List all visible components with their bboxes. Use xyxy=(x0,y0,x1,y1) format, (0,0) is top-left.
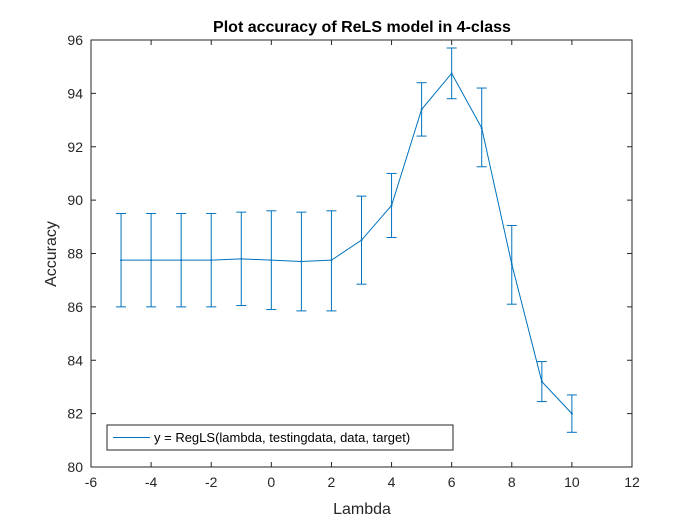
x-tick-label: -2 xyxy=(205,474,218,490)
y-tick-label: 90 xyxy=(67,192,83,208)
data-point xyxy=(510,263,513,266)
x-axis-label: Lambda xyxy=(333,501,391,518)
legend-entry-label: y = RegLS(lambda, testingdata, data, tar… xyxy=(154,430,410,445)
x-tick-label: 2 xyxy=(328,474,336,490)
data-point xyxy=(150,259,153,262)
data-point xyxy=(330,259,333,262)
data-point xyxy=(390,204,393,207)
x-tick-label: 12 xyxy=(624,474,640,490)
x-tick-label: 0 xyxy=(267,474,275,490)
data-point xyxy=(420,108,423,111)
y-tick-label: 80 xyxy=(67,459,83,475)
series-line xyxy=(121,72,573,414)
x-tick-label: -6 xyxy=(85,474,98,490)
x-tick-label: 6 xyxy=(448,474,456,490)
y-tick-label: 88 xyxy=(67,246,83,262)
y-tick-label: 96 xyxy=(67,32,83,48)
data-point xyxy=(480,127,483,130)
data-point xyxy=(120,259,123,262)
data-point xyxy=(540,380,543,383)
data-point xyxy=(570,412,573,415)
y-axis-label: Accuracy xyxy=(43,221,60,287)
data-point xyxy=(210,259,213,262)
data-point xyxy=(240,257,243,260)
legend: y = RegLS(lambda, testingdata, data, tar… xyxy=(106,424,454,451)
data-point xyxy=(300,260,303,263)
y-tick-label: 86 xyxy=(67,299,83,315)
y-tick-label: 94 xyxy=(67,85,83,101)
y-tick-label: 84 xyxy=(67,352,83,368)
data-point xyxy=(270,259,273,262)
plot-area: -6 -4 -2 0 2 4 6 8 10 12 80 82 84 86 88 90 92 94 96 xyxy=(67,32,640,490)
data-point xyxy=(450,72,453,75)
x-tick-label: 8 xyxy=(508,474,516,490)
legend-box xyxy=(106,424,454,451)
x-tick-label: -4 xyxy=(145,474,158,490)
data-point xyxy=(180,259,183,262)
chart-title: Plot accuracy of ReLS model in 4-class xyxy=(213,19,511,36)
y-tick-label: 92 xyxy=(67,139,83,155)
data-point xyxy=(360,239,363,242)
x-tick-label: 10 xyxy=(564,474,580,490)
x-tick-label: 4 xyxy=(388,474,396,490)
y-tick-label: 82 xyxy=(67,406,83,422)
